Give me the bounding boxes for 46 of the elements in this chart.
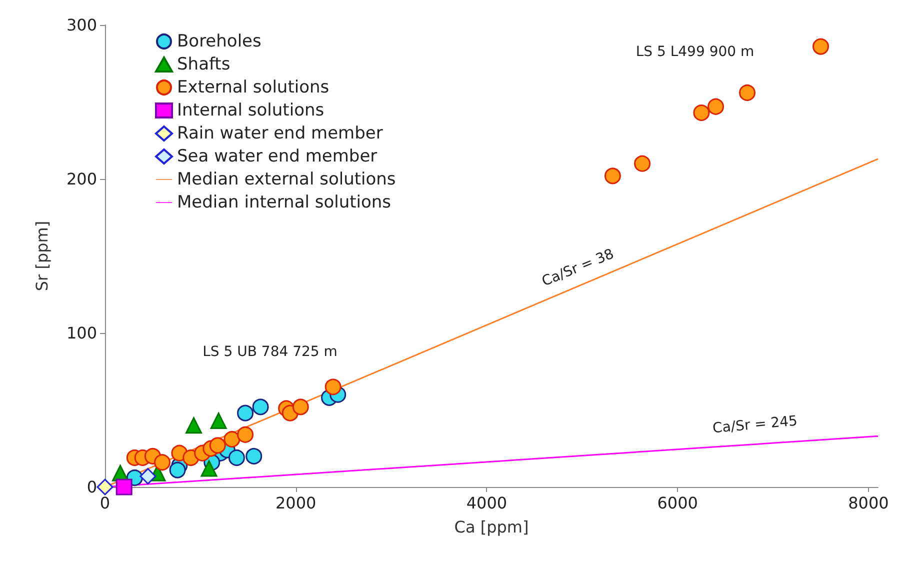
point bbox=[693, 104, 710, 122]
point bbox=[237, 404, 254, 422]
y-axis-title: Sr [ppm] bbox=[32, 220, 52, 292]
point bbox=[739, 84, 756, 102]
point bbox=[708, 98, 724, 115]
annotation: LS 5 UB 784 725 m bbox=[202, 344, 338, 360]
point bbox=[116, 478, 132, 496]
point bbox=[252, 398, 269, 416]
point bbox=[169, 462, 186, 478]
legend-label: Boreholes bbox=[177, 32, 262, 52]
point bbox=[210, 412, 227, 430]
annotation: Ca/Sr = 245 bbox=[712, 413, 798, 437]
x-axis-title: Ca [ppm] bbox=[454, 518, 529, 536]
y-tick-label: 100 bbox=[66, 324, 97, 342]
point bbox=[209, 437, 226, 454]
point bbox=[154, 454, 171, 471]
point bbox=[237, 426, 254, 443]
x-tick-label: 6000 bbox=[657, 494, 698, 512]
point bbox=[200, 460, 218, 477]
y-tick-label: 200 bbox=[66, 170, 97, 188]
legend-label: Internal solutions bbox=[177, 100, 324, 120]
legend-label: Rain water end member bbox=[177, 124, 383, 144]
point bbox=[634, 155, 651, 172]
point bbox=[96, 478, 114, 496]
x-tick-label: 0 bbox=[100, 494, 110, 512]
legend-label: Median external solutions bbox=[177, 170, 396, 190]
annotation: Ca/Sr = 38 bbox=[540, 246, 616, 290]
x-tick-label: 4000 bbox=[466, 494, 508, 512]
x-tick-label: 2000 bbox=[276, 494, 316, 512]
point bbox=[324, 378, 342, 396]
y-tick-label: 0 bbox=[86, 478, 97, 496]
point bbox=[812, 38, 829, 55]
legend-label: Median internal solutions bbox=[177, 192, 392, 212]
x-tick-label: 8000 bbox=[848, 494, 889, 512]
y-tick-label: 300 bbox=[66, 16, 97, 34]
legend-label: Sea water end member bbox=[177, 146, 378, 166]
annotation: LS 5 L499 900 m bbox=[636, 44, 754, 60]
point bbox=[186, 417, 202, 434]
point bbox=[292, 398, 309, 416]
legend-label: Shafts bbox=[177, 54, 230, 74]
point bbox=[228, 449, 245, 466]
point bbox=[224, 431, 240, 448]
legend-label: External solutions bbox=[177, 78, 330, 98]
point bbox=[246, 448, 262, 464]
point bbox=[140, 468, 156, 484]
point bbox=[604, 168, 621, 184]
